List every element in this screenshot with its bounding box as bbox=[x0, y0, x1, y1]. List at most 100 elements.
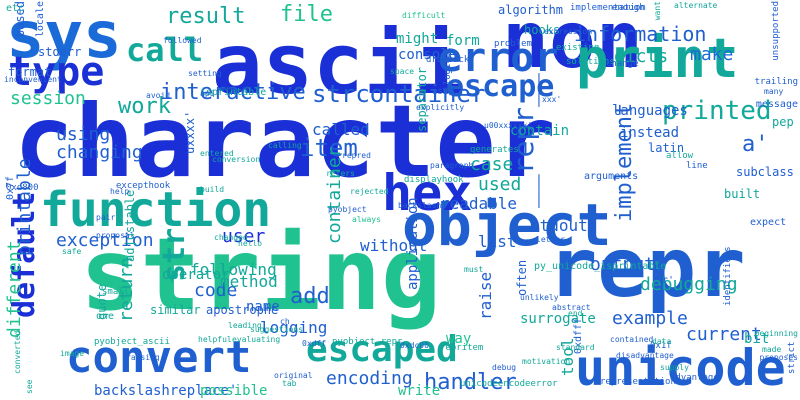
word-name: name bbox=[246, 299, 280, 315]
word-apostrophe: apostrophe bbox=[206, 303, 279, 317]
word-backslashreplace: backslashreplace' bbox=[94, 383, 238, 399]
word-information: information bbox=[574, 22, 707, 46]
word-conversion: conversion bbox=[212, 155, 261, 164]
word-repr: repr bbox=[548, 221, 746, 316]
word-write: write bbox=[398, 383, 441, 399]
word-application: application bbox=[405, 197, 421, 290]
word-suggestions: suggestions bbox=[250, 325, 303, 334]
word-changing: changing bbox=[56, 142, 143, 163]
word-0x1f: 0x1f bbox=[650, 341, 672, 351]
word-existing: existing bbox=[556, 43, 600, 53]
word-latin: latin bbox=[648, 141, 685, 155]
word-xxx: xxx' bbox=[542, 95, 562, 104]
word-motivation: motivation bbox=[522, 357, 571, 366]
word-readable: readable bbox=[440, 194, 518, 213]
word-unicode: unicode bbox=[575, 339, 786, 397]
word-drawback: drawback bbox=[426, 55, 470, 65]
word-example: example bbox=[612, 308, 688, 329]
word-a: a' bbox=[742, 132, 769, 157]
word-stdout: stdout bbox=[530, 216, 588, 235]
word-error: error bbox=[438, 35, 559, 81]
word-raising: raising bbox=[126, 353, 160, 362]
word-printed: printed bbox=[662, 96, 772, 126]
word-backslash: backslash bbox=[398, 201, 442, 210]
word-called: called bbox=[312, 120, 370, 139]
word-print: print bbox=[576, 27, 739, 90]
word-item: item bbox=[300, 134, 358, 162]
word-proposal: proposal bbox=[96, 231, 135, 240]
word-encoding: encoding bbox=[326, 368, 413, 389]
word-0xd800: 0xd800 bbox=[6, 183, 39, 193]
word-made: made bbox=[762, 345, 782, 354]
word-enough: enough bbox=[612, 3, 645, 13]
word-raise: raise bbox=[476, 271, 495, 320]
word-message: message bbox=[755, 99, 798, 110]
word-uxxxx: uxxxx' bbox=[183, 110, 197, 154]
word-converted: converted bbox=[13, 330, 22, 374]
word-space: space bbox=[390, 67, 415, 76]
word-alternate: alternate bbox=[674, 1, 718, 10]
word-implementation: implementation bbox=[570, 3, 646, 13]
word-original: original bbox=[274, 371, 313, 380]
word-using: using bbox=[56, 124, 111, 145]
word-api: api bbox=[200, 89, 215, 98]
word-contained: contained bbox=[610, 335, 654, 344]
word-exception: exception bbox=[56, 230, 154, 251]
word-built: built bbox=[724, 187, 761, 201]
word-logging: logging bbox=[260, 318, 328, 337]
word-0xdc00: 0xdc00 bbox=[400, 341, 429, 350]
word-method: method bbox=[220, 272, 278, 291]
word-sys: sys bbox=[6, 0, 122, 73]
word-result: result bbox=[166, 4, 246, 29]
word-container: container bbox=[324, 146, 345, 244]
word-change: change bbox=[606, 59, 639, 69]
word-tab: tab bbox=[282, 379, 297, 388]
word-supply: supply bbox=[660, 363, 689, 372]
word-refers: refers bbox=[326, 169, 355, 178]
word-repritem: repritem bbox=[440, 343, 484, 353]
word-image: image bbox=[60, 349, 85, 358]
word-hex: hex bbox=[382, 164, 473, 222]
word-u00xxxxxx: u00xxxxxx' bbox=[484, 121, 533, 130]
word-inconvenient: inconvenient bbox=[4, 75, 62, 84]
word-stderr: stderr bbox=[38, 45, 82, 59]
word-escaped: escaped bbox=[306, 329, 458, 370]
word-file: file bbox=[280, 2, 333, 27]
word-make: make bbox=[690, 44, 734, 65]
word-escape: escape bbox=[446, 69, 555, 104]
word-py-unicode-isprintable: py_unicode_isprintable bbox=[534, 261, 667, 272]
word-languages: languages bbox=[612, 103, 688, 119]
word-algorithm: algorithm bbox=[498, 3, 564, 17]
word-handler: handler bbox=[424, 370, 517, 395]
word-type: type bbox=[8, 49, 105, 95]
word-problem: problem bbox=[494, 39, 532, 49]
word-bit: bit bbox=[744, 331, 770, 347]
word-separator: separator bbox=[415, 66, 429, 132]
word-pyobject: pyobject bbox=[328, 205, 367, 214]
word-hooks: hooks bbox=[524, 23, 561, 37]
word-current: current bbox=[686, 324, 762, 345]
word-format: format bbox=[8, 65, 52, 79]
word-surrogate: surrogate bbox=[520, 311, 596, 327]
word-data: data bbox=[652, 337, 672, 346]
word-similar: similar bbox=[150, 303, 201, 317]
word-difficult: difficult bbox=[402, 11, 446, 20]
word-often: often bbox=[515, 259, 529, 296]
word-character: character bbox=[14, 83, 556, 200]
word-different: different bbox=[4, 240, 25, 338]
word-illogical: illogical bbox=[443, 47, 453, 96]
word-interactive: interactive bbox=[160, 80, 306, 105]
word-string: string bbox=[80, 216, 442, 333]
word-hello: hello bbox=[238, 239, 263, 248]
word-dicts: dicts bbox=[614, 46, 669, 67]
word-repred: repred bbox=[342, 151, 371, 160]
word-code: code bbox=[194, 280, 238, 301]
word-adjustable: adjustable bbox=[123, 189, 137, 262]
word-helpful: helpful bbox=[198, 335, 232, 344]
word-following: following bbox=[190, 260, 277, 279]
word-standard: standard bbox=[556, 343, 595, 352]
word-r: r' bbox=[662, 275, 675, 286]
word-implement: implement bbox=[612, 102, 637, 222]
word-pyobject-ascii: pyobject_ascii bbox=[94, 337, 170, 347]
word-see: see bbox=[25, 379, 34, 394]
